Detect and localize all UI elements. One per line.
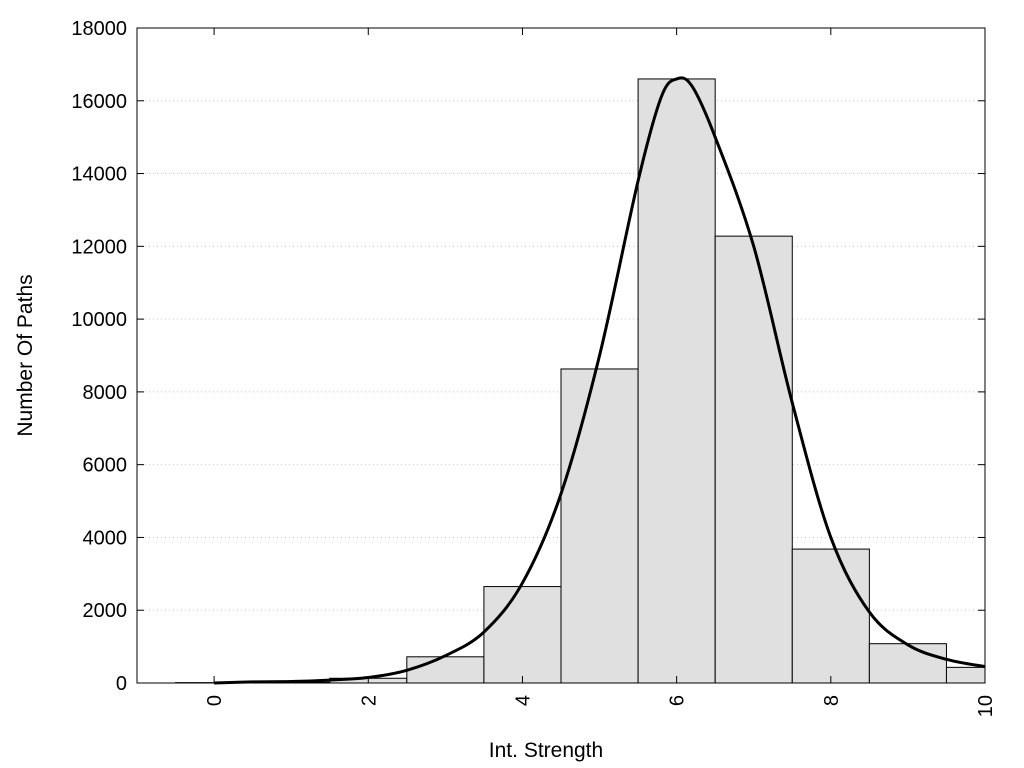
x-tick-label: 8	[821, 695, 843, 706]
density-curve-layer	[214, 76, 986, 685]
y-tick-label: 2000	[83, 600, 128, 622]
y-tick-label: 18000	[71, 18, 127, 40]
histogram-bar	[637, 78, 716, 684]
density-curve	[214, 76, 986, 685]
x-axis-ticks: 0 2 4 6 8 10	[204, 28, 997, 717]
x-tick-label: 6	[667, 695, 689, 706]
x-tick-label: 2	[358, 695, 380, 706]
y-tick-label: 14000	[71, 164, 127, 186]
y-tick-label: 16000	[71, 91, 127, 113]
histogram-bar	[791, 548, 870, 684]
y-axis-ticks: 0 2000 4000 6000 8000 10000 12000 14000 16000 180…	[71, 18, 985, 695]
plot-frame	[136, 27, 986, 684]
y-tick-label: 0	[116, 673, 127, 695]
y-tick-label: 10000	[71, 309, 127, 331]
histogram-bar	[945, 666, 986, 684]
histogram-bars	[175, 78, 986, 684]
histogram-bar	[868, 643, 947, 684]
x-tick-label: 10	[975, 695, 997, 717]
x-tick-label: 4	[512, 695, 534, 706]
x-tick-label: 0	[204, 695, 226, 706]
histogram-bar	[406, 656, 485, 684]
histogram-bar	[714, 235, 793, 684]
y-tick-label: 8000	[83, 382, 128, 404]
y-tick-label: 12000	[71, 236, 127, 258]
y-tick-label: 6000	[83, 455, 128, 477]
histogram-bar	[560, 368, 639, 684]
y-axis-label: Number Of Paths	[14, 274, 37, 436]
histogram-bar	[483, 586, 562, 684]
x-axis-label: Int. Strength	[489, 739, 603, 762]
y-tick-label: 4000	[83, 527, 128, 549]
